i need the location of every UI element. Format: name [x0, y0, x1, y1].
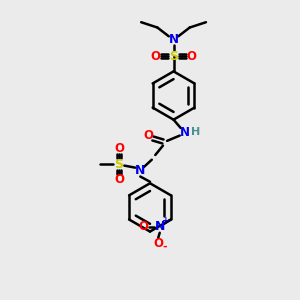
- Text: +: +: [162, 216, 170, 225]
- Text: O: O: [114, 142, 124, 155]
- Text: O: O: [153, 236, 163, 250]
- Text: O: O: [151, 50, 160, 63]
- Text: N: N: [154, 220, 165, 233]
- Text: S: S: [169, 50, 178, 63]
- Text: N: N: [180, 125, 190, 139]
- Text: O: O: [187, 50, 196, 63]
- Text: O: O: [144, 129, 154, 142]
- Text: N: N: [135, 164, 146, 177]
- Text: S: S: [115, 158, 124, 171]
- Text: -: -: [162, 242, 167, 252]
- Text: N: N: [169, 33, 178, 46]
- Text: O: O: [114, 173, 124, 186]
- Text: O: O: [138, 220, 148, 233]
- Text: H: H: [191, 127, 201, 137]
